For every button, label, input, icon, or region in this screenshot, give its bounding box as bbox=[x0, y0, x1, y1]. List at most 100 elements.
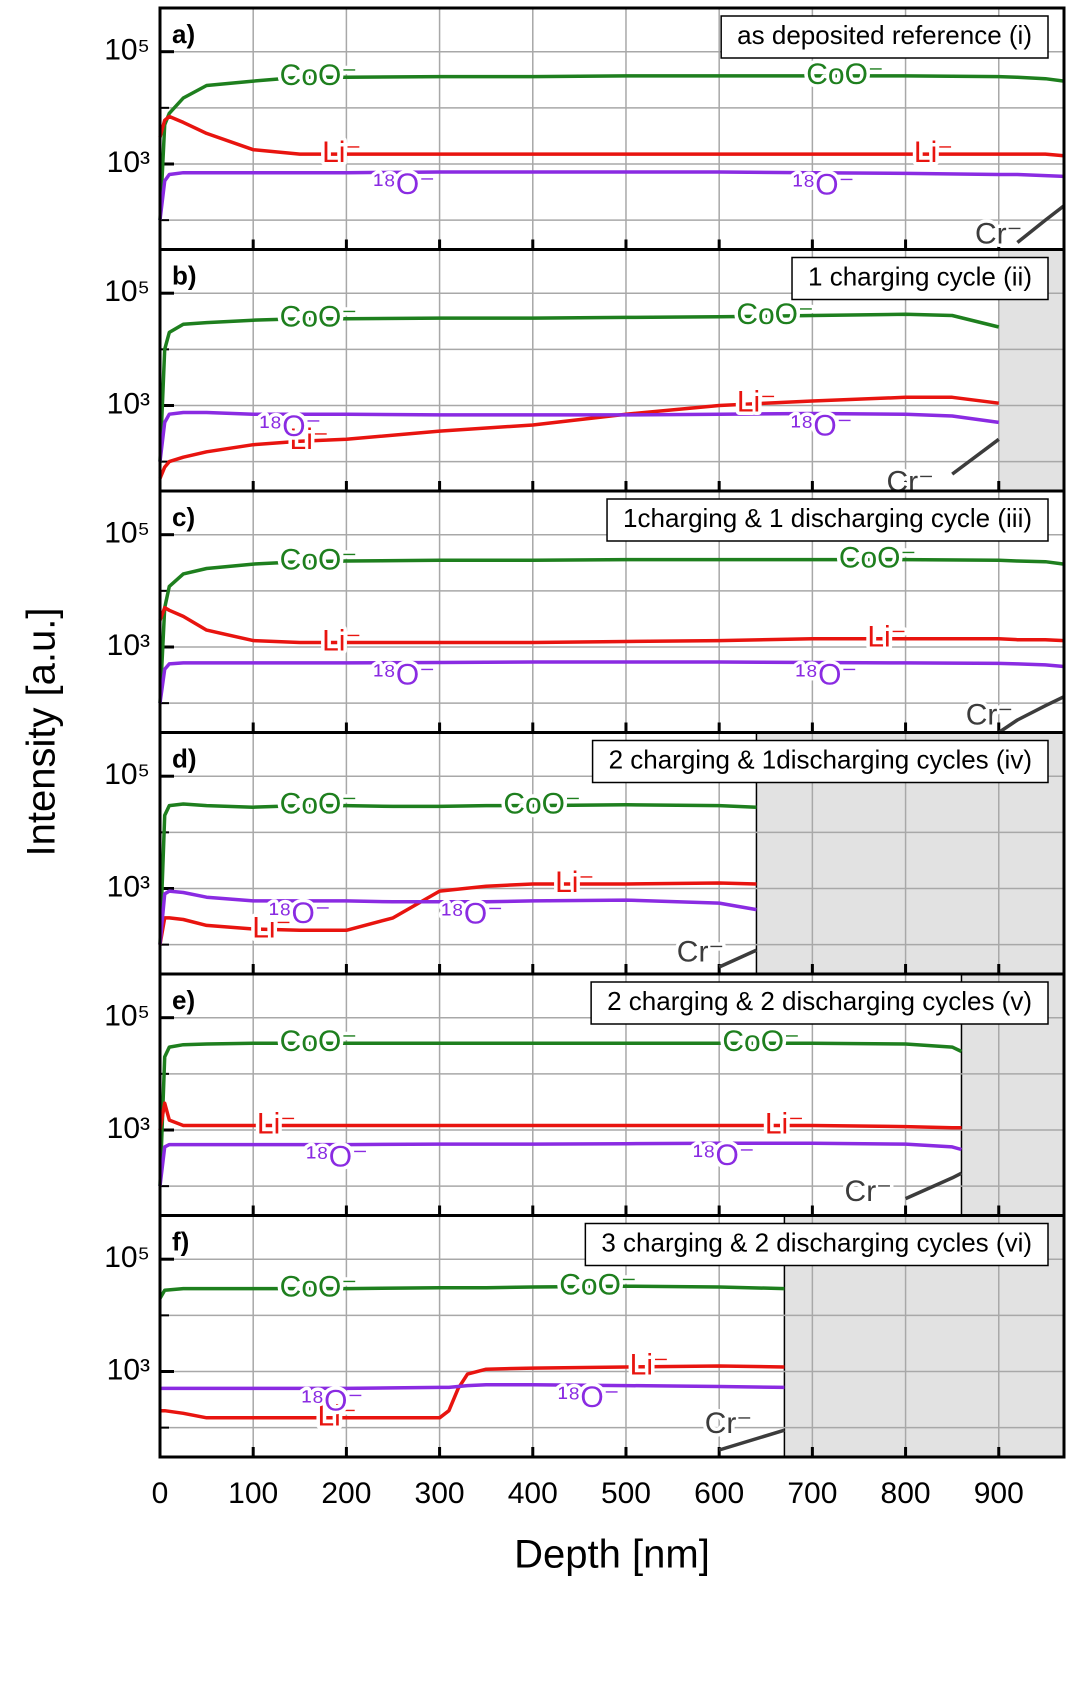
panel-label: b) bbox=[172, 260, 197, 290]
series-label: Li⁻ bbox=[914, 136, 953, 169]
series-line bbox=[158, 557, 1065, 704]
series-label: Li⁻ bbox=[765, 1107, 804, 1140]
series-label: ¹⁸O⁻ bbox=[558, 1381, 620, 1414]
series-line bbox=[158, 881, 757, 945]
panel-label: c) bbox=[172, 502, 195, 532]
series-label: ¹⁸O⁻ bbox=[693, 1139, 755, 1172]
y-tick-label: 10³ bbox=[107, 629, 150, 662]
y-tick-label: 10³ bbox=[107, 387, 150, 420]
series-label: CoO⁻ bbox=[736, 298, 814, 331]
panel-title: 2 charging & 2 discharging cycles (v) bbox=[607, 986, 1032, 1016]
series-line bbox=[158, 802, 757, 945]
series-label: Li⁻ bbox=[322, 136, 361, 169]
panel-title-box bbox=[720, 15, 1049, 59]
y-tick-label: 10³ bbox=[107, 1112, 150, 1145]
series-label: CoO⁻ bbox=[559, 1268, 637, 1301]
y-tick-label: 10⁵ bbox=[104, 275, 150, 308]
panel-title: 2 charging & 1discharging cycles (iv) bbox=[609, 744, 1032, 774]
series-label: Cr⁻ bbox=[975, 217, 1023, 250]
panel-label: e) bbox=[172, 985, 195, 1015]
series-label: Cr⁻ bbox=[705, 1407, 753, 1440]
x-tick-label: 700 bbox=[787, 1477, 837, 1510]
series-label: ¹⁸O⁻ bbox=[301, 1384, 363, 1417]
series-line bbox=[158, 170, 1065, 221]
series-line bbox=[1016, 204, 1066, 244]
y-tick-label: 10⁵ bbox=[104, 34, 150, 67]
panel-title: 3 charging & 2 discharging cycles (vi) bbox=[601, 1227, 1032, 1257]
series-line bbox=[160, 1364, 785, 1420]
panel-frame bbox=[158, 1214, 1066, 1459]
panel-title: 1 charging cycle (ii) bbox=[808, 261, 1032, 291]
series-line bbox=[158, 605, 1065, 645]
x-tick-label: 900 bbox=[974, 1477, 1024, 1510]
y-tick-label: 10⁵ bbox=[104, 758, 150, 791]
series-label: ¹⁸O⁻ bbox=[373, 659, 435, 692]
series-line bbox=[158, 889, 757, 945]
y-tick-label: 10³ bbox=[107, 870, 150, 903]
panel-title: as deposited reference (i) bbox=[737, 20, 1032, 50]
series-label: Li⁻ bbox=[257, 1107, 296, 1140]
x-axis-label: Depth [nm] bbox=[514, 1533, 710, 1577]
series-label: ¹⁸O⁻ bbox=[793, 169, 855, 202]
panel-title-box bbox=[590, 981, 1049, 1025]
series-label: CoO⁻ bbox=[280, 1270, 358, 1303]
series-label: Li⁻ bbox=[290, 423, 329, 456]
y-tick-label: 10³ bbox=[107, 1353, 150, 1386]
x-tick-label: 300 bbox=[415, 1477, 465, 1510]
series-line bbox=[158, 1284, 785, 1300]
series-label: CoO⁻ bbox=[280, 787, 358, 820]
y-tick-label: 10⁵ bbox=[104, 517, 150, 550]
series-line bbox=[160, 1383, 785, 1391]
series-label: Cr⁻ bbox=[966, 699, 1014, 732]
series-label: ¹⁸O⁻ bbox=[795, 658, 857, 691]
series-line bbox=[997, 695, 1065, 734]
series-line bbox=[158, 410, 1000, 462]
series-label: Li⁻ bbox=[322, 624, 361, 657]
series-line bbox=[158, 312, 1000, 462]
series-line bbox=[158, 1141, 962, 1187]
series-line bbox=[951, 437, 1000, 476]
panel-label: d) bbox=[172, 743, 197, 773]
series-line bbox=[158, 74, 1065, 221]
series-label: ¹⁸O⁻ bbox=[269, 897, 331, 930]
series-line bbox=[718, 948, 758, 969]
x-tick-label: 0 bbox=[152, 1477, 169, 1510]
series-label: Cr⁻ bbox=[845, 1175, 893, 1208]
series-label: CoO⁻ bbox=[280, 59, 358, 92]
series-line bbox=[904, 1171, 963, 1201]
series-line bbox=[158, 395, 1000, 480]
series-line bbox=[158, 1041, 963, 1187]
series-label: Li⁻ bbox=[252, 911, 291, 944]
series-label: CoO⁻ bbox=[280, 1025, 358, 1058]
series-label: ¹⁸O⁻ bbox=[306, 1140, 368, 1173]
x-tick-label: 800 bbox=[881, 1477, 931, 1510]
series-label: ¹⁸O⁻ bbox=[791, 409, 853, 442]
panel-title-box bbox=[584, 1222, 1049, 1267]
series-label: ¹⁸O⁻ bbox=[441, 898, 503, 931]
x-tick-label: 500 bbox=[601, 1477, 651, 1510]
series-line bbox=[158, 114, 1065, 158]
series-label: CoO⁻ bbox=[806, 58, 884, 91]
series-label: Cr⁻ bbox=[677, 935, 725, 968]
series-label: Li⁻ bbox=[630, 1349, 669, 1382]
series-line bbox=[718, 1428, 785, 1452]
series-line bbox=[158, 1101, 962, 1131]
panel-label: a) bbox=[172, 19, 195, 49]
panel-title: 1charging & 1 discharging cycle (iii) bbox=[623, 503, 1032, 533]
y-tick-label: 10⁵ bbox=[104, 1241, 150, 1274]
panel-title-box bbox=[606, 498, 1049, 542]
series-label: CoO⁻ bbox=[839, 542, 917, 575]
series-label: CoO⁻ bbox=[280, 301, 358, 334]
y-tick-label: 10⁵ bbox=[104, 1000, 150, 1033]
series-label: Cr⁻ bbox=[886, 465, 934, 498]
panel-label: f) bbox=[172, 1226, 189, 1256]
y-axis-label: Intensity [a.u.] bbox=[20, 607, 64, 856]
series-line bbox=[158, 660, 1065, 704]
y-tick-label: 10³ bbox=[107, 146, 150, 179]
x-tick-label: 100 bbox=[228, 1477, 278, 1510]
x-tick-label: 400 bbox=[508, 1477, 558, 1510]
x-tick-label: 600 bbox=[694, 1477, 744, 1510]
series-label: ¹⁸O⁻ bbox=[260, 410, 322, 443]
